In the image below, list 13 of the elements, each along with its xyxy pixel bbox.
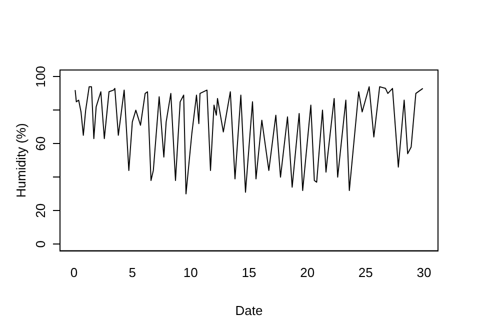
x-tick-label: 10	[183, 265, 198, 280]
y-tick-label: 60	[33, 136, 48, 151]
y-axis-title: Humidity (%)	[13, 123, 28, 198]
y-tick-label: 0	[33, 240, 48, 248]
x-tick-label: 25	[358, 265, 373, 280]
y-tick-label: 100	[33, 66, 48, 88]
x-tick-label: 5	[128, 265, 136, 280]
x-tick-label: 0	[70, 265, 78, 280]
x-tick-label: 20	[300, 265, 315, 280]
x-tick-label: 15	[242, 265, 256, 280]
y-tick-label: 20	[33, 203, 48, 218]
x-axis-title: Date	[235, 302, 263, 318]
x-tick-label: 30	[416, 265, 432, 280]
